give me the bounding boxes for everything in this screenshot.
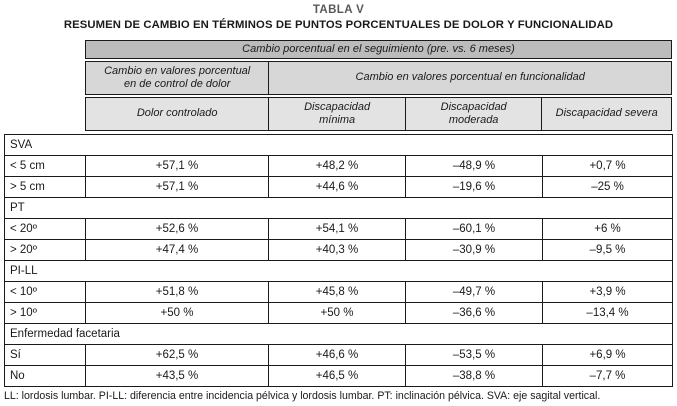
header-group-function: Cambio en valores porcentual en funciona… — [268, 62, 671, 94]
cell-pain: +47,4 % — [85, 239, 269, 261]
cell-disability-min: +50 % — [268, 302, 406, 324]
section-label: PI-LL — [3, 260, 674, 282]
table-subtitle: RESUMEN DE CAMBIO EN TÉRMINOS DE PUNTOS … — [63, 19, 614, 31]
row-label: > 20º — [4, 239, 86, 261]
row-label: > 5 cm — [4, 176, 86, 198]
section-label: Enfermedad facetaria — [3, 323, 674, 345]
cell-pain: +62,5 % — [85, 344, 269, 366]
table-row: > 10º +50 % +50 % –36,6 % –13,4 % — [4, 302, 674, 324]
cell-disability-mod: –38,8 % — [405, 365, 543, 387]
cell-pain: +57,1 % — [85, 155, 269, 177]
header-group-pain: Cambio en valores porcentual en de contr… — [104, 64, 251, 90]
row-label: Sí — [4, 344, 86, 366]
cell-disability-min: +44,6 % — [268, 176, 406, 198]
row-label: > 10º — [4, 302, 86, 324]
cell-disability-min: +40,3 % — [268, 239, 406, 261]
cell-pain: +50 % — [85, 302, 269, 324]
cell-disability-sev: –13,4 % — [541, 302, 674, 324]
cell-disability-mod: –53,5 % — [405, 344, 543, 366]
header-row-groups: Cambio en valores porcentual en de contr… — [85, 61, 672, 95]
section-row-pill: PI-LL — [3, 260, 674, 282]
section-label: PT — [3, 197, 674, 219]
header-col-disability-mod: Discapacidad moderada — [404, 98, 542, 130]
cell-disability-sev: +0,7 % — [541, 155, 674, 177]
header-row-columns: Dolor controlado Discapacidad mínima Dis… — [85, 97, 672, 131]
table-row: Sí +62,5 % +46,6 % –53,5 % +6,9 % — [4, 344, 674, 366]
table-row: > 5 cm +57,1 % +44,6 % –19,6 % –25 % — [4, 176, 674, 198]
header-col-disability-sev: Discapacidad severa — [541, 98, 671, 130]
cell-disability-mod: –19,6 % — [405, 176, 543, 198]
data-table: SVA < 5 cm +57,1 % +48,2 % –48,9 % +0,7 … — [3, 134, 674, 387]
cell-pain: +51,8 % — [85, 281, 269, 303]
cell-disability-mod: –48,9 % — [405, 155, 543, 177]
table-row: < 5 cm +57,1 % +48,2 % –48,9 % +0,7 % — [4, 155, 674, 177]
table-row: < 10º +51,8 % +45,8 % –49,7 % +3,9 % — [4, 281, 674, 303]
title-block: TABLA V RESUMEN DE CAMBIO EN TÉRMINOS DE… — [0, 0, 677, 32]
cell-disability-mod: –30,9 % — [405, 239, 543, 261]
cell-disability-sev: +6 % — [541, 218, 674, 240]
section-row-sva: SVA — [3, 134, 674, 156]
cell-disability-min: +45,8 % — [268, 281, 406, 303]
table-number-title: TABLA V — [312, 4, 365, 16]
section-row-pt: PT — [3, 197, 674, 219]
section-row-facet: Enfermedad facetaria — [3, 323, 674, 345]
table-row: < 20º +52,6 % +54,1 % –60,1 % +6 % — [4, 218, 674, 240]
header-row-followup: Cambio porcentual en el seguimiento (pre… — [85, 40, 672, 59]
cell-disability-sev: –9,5 % — [541, 239, 674, 261]
table-header-block: Cambio porcentual en el seguimiento (pre… — [85, 40, 672, 131]
cell-disability-mod: –36,6 % — [405, 302, 543, 324]
cell-pain: +57,1 % — [85, 176, 269, 198]
cell-disability-min: +54,1 % — [268, 218, 406, 240]
cell-disability-sev: +6,9 % — [541, 344, 674, 366]
row-label: < 5 cm — [4, 155, 86, 177]
cell-disability-mod: –60,1 % — [405, 218, 543, 240]
table-footnote: LL: lordosis lumbar. PI-LL: diferencia e… — [4, 390, 601, 402]
table-row: No +43,5 % +46,5 % –38,8 % –7,7 % — [4, 365, 674, 387]
header-col-pain-controlled: Dolor controlado — [136, 107, 218, 120]
row-label: < 20º — [4, 218, 86, 240]
cell-disability-min: +46,6 % — [268, 344, 406, 366]
cell-pain: +43,5 % — [85, 365, 269, 387]
row-label: No — [4, 365, 86, 387]
header-col-disability-min: Discapacidad mínima — [268, 98, 405, 130]
header-followup-cell: Cambio porcentual en el seguimiento (pre… — [242, 42, 515, 55]
row-label: < 10º — [4, 281, 86, 303]
table-row: > 20º +47,4 % +40,3 % –30,9 % –9,5 % — [4, 239, 674, 261]
section-label: SVA — [3, 134, 674, 156]
cell-disability-min: +46,5 % — [268, 365, 406, 387]
cell-disability-sev: +3,9 % — [541, 281, 674, 303]
cell-disability-min: +48,2 % — [268, 155, 406, 177]
cell-disability-mod: –49,7 % — [405, 281, 543, 303]
cell-disability-sev: –7,7 % — [541, 365, 674, 387]
cell-disability-sev: –25 % — [541, 176, 674, 198]
cell-pain: +52,6 % — [85, 218, 269, 240]
